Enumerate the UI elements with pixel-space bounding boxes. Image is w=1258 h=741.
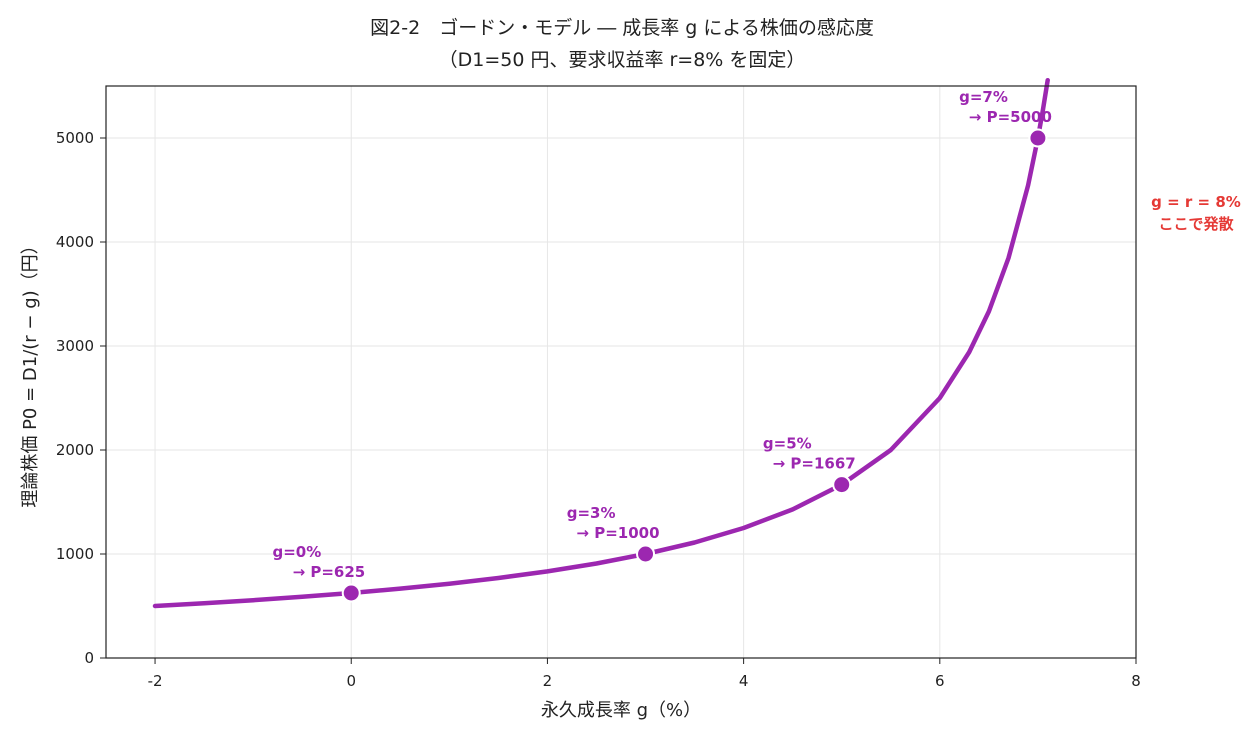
axis-ticks: -2 0 2 4 6 8 0 1000 2000 3000 4000 5000 (56, 129, 1141, 690)
data-point (636, 544, 656, 564)
plot-frame (105, 85, 1137, 659)
point-label-price: → P=1667 (773, 455, 856, 473)
point-label-g: g=7% (959, 88, 1008, 106)
point-label-price: → P=5000 (969, 108, 1052, 126)
point-label-price: → P=625 (293, 563, 366, 581)
chart-subtitle: （D1=50 円、要求収益率 r=8% を固定） (439, 49, 806, 71)
divergence-label-line1: g = r = 8% (1151, 193, 1241, 211)
y-tick-label: 2000 (56, 441, 94, 459)
x-tick-label: 0 (346, 672, 356, 690)
grid (106, 86, 1137, 659)
x-tick-label: 8 (1131, 672, 1141, 690)
point-label-g: g=3% (567, 504, 616, 522)
data-point (832, 475, 852, 495)
points-layer: g=0% → P=625 g=3% → P=1000 g=5% → P=1667 g=7% →… (272, 88, 1052, 603)
divergence-label-line2: ここで発散 (1158, 215, 1234, 233)
x-tick-label: -2 (148, 672, 163, 690)
point-label-price: → P=1000 (576, 524, 659, 542)
y-tick-label: 3000 (56, 337, 94, 355)
data-point (341, 583, 361, 603)
data-point (1028, 128, 1048, 148)
y-axis-label: 理論株価 P0 = D1/(r − g)（円） (20, 236, 41, 507)
y-tick-label: 0 (84, 649, 94, 667)
y-tick-label: 1000 (56, 545, 94, 563)
x-tick-label: 4 (739, 672, 749, 690)
y-tick-label: 4000 (56, 233, 94, 251)
x-axis-label: 永久成長率 g（%） (541, 700, 701, 721)
point-label-g: g=5% (763, 435, 812, 453)
x-tick-label: 2 (543, 672, 553, 690)
y-tick-label: 5000 (56, 129, 94, 147)
point-label-g: g=0% (272, 543, 321, 561)
chart-title: 図2-2 ゴードン・モデル ― 成長率 g による株価の感応度 (370, 17, 874, 39)
x-tick-label: 6 (935, 672, 945, 690)
